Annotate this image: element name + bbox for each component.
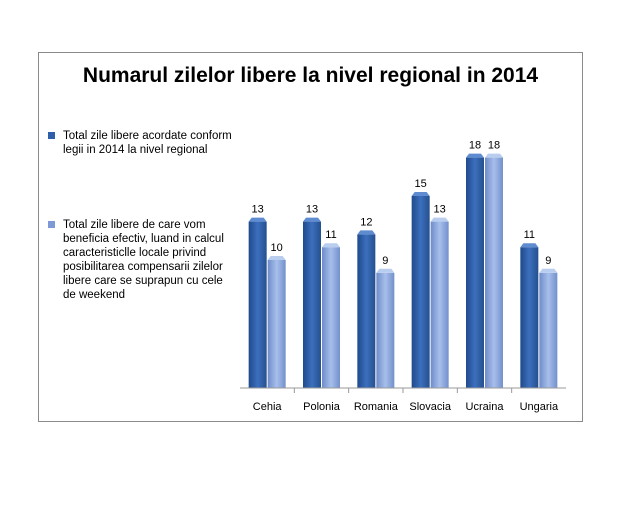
bar-romania-series-1 bbox=[357, 234, 376, 388]
legend-label-series-1: Total zile libere acordate conform legii… bbox=[63, 130, 232, 156]
data-label-slovacia-series-2: 13 bbox=[434, 204, 446, 216]
chart-title: Numarul zilelor libere la nivel regional… bbox=[38, 62, 583, 90]
data-label-ucraina-series-1: 18 bbox=[469, 140, 481, 152]
bar-cap-ucraina-series-2 bbox=[485, 153, 503, 158]
data-label-slovacia-series-1: 15 bbox=[415, 178, 427, 190]
bar-polonia-series-2 bbox=[322, 247, 340, 388]
bar-cap-slovacia-series-1 bbox=[411, 192, 430, 196]
bar-cap-polonia-series-2 bbox=[322, 243, 340, 248]
bar-slovacia-series-2 bbox=[430, 221, 449, 388]
bar-ucraina-series-2 bbox=[485, 157, 503, 388]
bar-cap-polonia-series-1 bbox=[303, 217, 321, 222]
data-label-ucraina-series-2: 18 bbox=[488, 140, 500, 152]
data-label-ungaria-series-1: 11 bbox=[524, 229, 535, 241]
data-label-romania-series-1: 12 bbox=[360, 216, 372, 228]
data-label-cehia-series-1: 13 bbox=[252, 204, 264, 216]
legend-label-series-2: Total zile libere de care vom beneficia … bbox=[63, 219, 224, 301]
bar-ungaria-series-1 bbox=[520, 247, 539, 388]
legend-item-series-1: Total zile libere acordate conform legii… bbox=[48, 129, 253, 169]
data-label-ungaria-series-2: 9 bbox=[545, 255, 551, 267]
bar-polonia-series-1 bbox=[303, 221, 321, 388]
bar-ungaria-series-2 bbox=[539, 272, 558, 388]
bar-ucraina-series-1 bbox=[466, 157, 484, 388]
x-tick-ucraina: Ucraina bbox=[466, 401, 505, 413]
bar-slovacia-series-1 bbox=[411, 196, 430, 388]
bar-cehia-series-2 bbox=[267, 260, 286, 388]
legend-item-series-2: Total zile libere de care vom beneficia … bbox=[48, 218, 253, 338]
chart-title-text: Numarul zilelor libere la nivel regional… bbox=[82, 64, 539, 87]
x-tick-polonia: Polonia bbox=[303, 401, 341, 413]
bar-cehia-series-1 bbox=[248, 221, 267, 388]
legend-swatch-series-2 bbox=[48, 221, 55, 228]
bar-cap-ungaria-series-2 bbox=[539, 268, 558, 273]
x-tick-slovacia: Slovacia bbox=[409, 401, 451, 413]
labels-group: 13 10 13 11 12 9 15 13 18 18 11 9 bbox=[252, 140, 552, 267]
x-tick-romania: Romania bbox=[354, 401, 399, 413]
bar-cap-cehia-series-1 bbox=[248, 217, 267, 222]
x-axis-ticks: Cehia Polonia Romania Slovacia Ucraina Ungari… bbox=[253, 388, 559, 413]
x-tick-cehia: Cehia bbox=[253, 401, 283, 413]
bar-cap-cehia-series-2 bbox=[267, 256, 286, 260]
data-label-polonia-series-2: 11 bbox=[325, 229, 336, 241]
bar-cap-romania-series-1 bbox=[357, 230, 376, 235]
bars-group bbox=[248, 153, 558, 388]
legend-swatch-series-1 bbox=[48, 132, 55, 139]
bar-cap-romania-series-2 bbox=[376, 268, 395, 273]
bar-cap-slovacia-series-2 bbox=[430, 217, 449, 222]
data-label-polonia-series-1: 13 bbox=[306, 204, 318, 216]
bar-cap-ungaria-series-1 bbox=[520, 243, 539, 248]
bar-cap-ucraina-series-1 bbox=[466, 153, 484, 158]
data-label-cehia-series-2: 10 bbox=[271, 242, 283, 254]
bar-romania-series-2 bbox=[376, 272, 395, 388]
data-label-romania-series-2: 9 bbox=[382, 255, 388, 267]
x-tick-ungaria: Ungaria bbox=[520, 401, 559, 413]
